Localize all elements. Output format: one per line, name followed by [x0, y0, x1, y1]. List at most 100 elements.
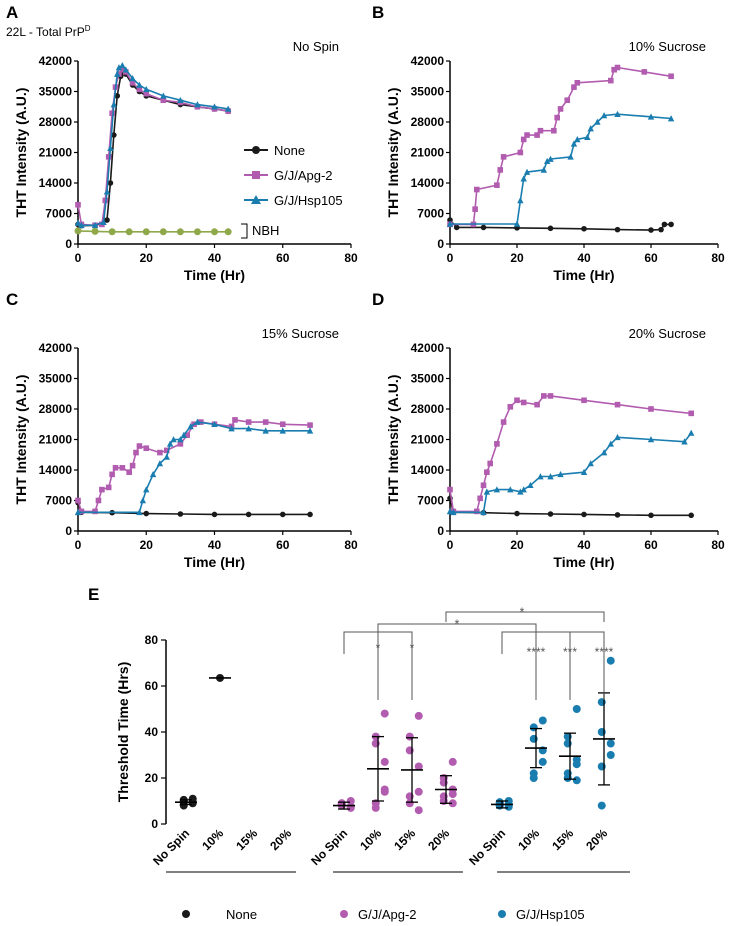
data-point-hsp105 — [91, 221, 99, 229]
x-tick-label: 20 — [510, 251, 524, 265]
y-tick-label: 0 — [437, 237, 444, 251]
data-point-hsp105 — [136, 508, 143, 516]
y-tick-label: 35000 — [411, 85, 445, 99]
category-label: 10% — [515, 826, 542, 853]
data-point-apg2 — [184, 432, 190, 438]
significance-label: * — [520, 605, 525, 619]
data-point-apg2 — [245, 419, 252, 425]
y-tick-label: 35000 — [39, 85, 73, 99]
data-point-hsp105 — [517, 197, 524, 204]
data-point-hsp105 — [614, 110, 621, 117]
data-point-none — [648, 227, 654, 233]
data-point-hsp105 — [78, 221, 85, 229]
sig-bracket-apg2-ns-10 — [343, 631, 379, 654]
data-point-apg2 — [668, 73, 674, 80]
y-tick-label: 14000 — [411, 463, 445, 477]
series-line-hsp105 — [77, 64, 229, 227]
data-point-apg2 — [574, 79, 581, 86]
data-point-apg2 — [611, 66, 617, 73]
data-point-hsp105 — [115, 64, 123, 71]
data-point-hsp105 — [527, 481, 534, 489]
x-tick-label: 80 — [711, 251, 725, 265]
y-tick-label: 28000 — [411, 115, 445, 129]
data-point-nbh — [74, 227, 82, 235]
category-label: 15% — [391, 826, 418, 853]
data-point-nbh — [108, 228, 116, 236]
data-point-none — [447, 217, 453, 223]
data-point-hsp105 — [594, 118, 601, 125]
y-tick-label: 7000 — [45, 207, 72, 221]
data-point-apg2 — [414, 762, 423, 771]
data-point-nbh — [159, 228, 167, 236]
category-label: 20% — [583, 826, 610, 853]
significance-label: *** — [563, 645, 577, 659]
data-point-apg2 — [514, 397, 520, 404]
legend-marker-none — [252, 146, 260, 154]
data-point-apg2 — [581, 397, 587, 404]
data-point-hsp105 — [520, 175, 527, 182]
data-point-apg2 — [160, 97, 167, 104]
category-label: No Spin — [308, 826, 350, 868]
x-tick-label: 80 — [344, 251, 358, 265]
data-point-hsp105 — [245, 425, 252, 432]
data-point-apg2 — [484, 469, 490, 475]
data-point-hsp105 — [647, 113, 655, 120]
x-tick-label: 40 — [208, 251, 222, 265]
data-point-hsp105 — [647, 436, 655, 443]
condition-label: No Spin — [293, 39, 339, 54]
data-point-apg2 — [163, 447, 170, 454]
data-point-hsp105 — [180, 431, 187, 438]
y-tick-label: 7000 — [45, 494, 72, 508]
data-point-hsp105 — [537, 473, 544, 480]
data-point-hsp105 — [110, 101, 118, 108]
y-tick-label: 14000 — [39, 463, 73, 477]
data-point-hsp105 — [606, 656, 615, 665]
y-tick-label: 35000 — [39, 372, 73, 386]
data-point-none — [648, 512, 654, 519]
x-tick-label: 20 — [140, 538, 154, 552]
data-point-hsp105 — [547, 155, 554, 162]
data-point-apg2 — [414, 787, 423, 796]
data-point-hsp105 — [450, 508, 457, 516]
data-point-hsp105 — [572, 760, 581, 769]
data-point-hsp105 — [177, 96, 184, 104]
data-point-hsp105 — [538, 716, 547, 725]
x-axis-title: Time (Hr) — [184, 267, 245, 283]
y-tick-label: 42000 — [39, 341, 73, 355]
data-point-hsp105 — [279, 427, 286, 434]
significance-label: * — [376, 641, 381, 655]
data-point-apg2 — [177, 441, 184, 447]
data-point-hsp105 — [194, 101, 201, 108]
x-axis-title: Time (Hr) — [184, 554, 245, 570]
data-point-hsp105 — [667, 115, 675, 122]
data-point-hsp105 — [529, 774, 538, 782]
significance-label: * — [410, 641, 415, 655]
data-point-hsp105 — [306, 427, 314, 434]
data-point-none — [143, 510, 150, 517]
series-line-apg2 — [450, 66, 672, 226]
legend-bottom: None G/J/Apg-2 G/J/Hsp105 — [166, 871, 630, 922]
data-point-hsp105 — [517, 488, 524, 495]
panel-letter-c: C — [6, 290, 18, 309]
data-point-hsp105 — [100, 218, 107, 226]
x-tick-label: 60 — [644, 251, 658, 265]
data-point-hsp105 — [513, 220, 521, 227]
x-tick-label: 0 — [447, 251, 454, 265]
data-point-apg2 — [534, 132, 540, 138]
data-point-hsp105 — [520, 486, 527, 493]
sig-bracket-10 — [377, 623, 537, 632]
category-label: 10% — [357, 826, 384, 853]
data-point-hsp105 — [228, 425, 235, 432]
y-axis-title: Threshold Time (Hrs) — [115, 662, 131, 803]
data-point-apg2 — [547, 393, 554, 399]
data-point-apg2 — [129, 462, 136, 469]
data-point-apg2 — [520, 136, 527, 143]
data-point-apg2 — [307, 422, 313, 428]
charts-layer: 0 7000 14000 21000 28000 35000 42000 0 20 40 60 80 T… — [13, 39, 725, 868]
data-point-hsp105 — [574, 136, 581, 143]
data-point-apg2 — [380, 709, 389, 718]
data-point-none — [211, 511, 218, 518]
data-point-apg2 — [541, 393, 547, 399]
data-point-hsp105 — [143, 486, 150, 493]
